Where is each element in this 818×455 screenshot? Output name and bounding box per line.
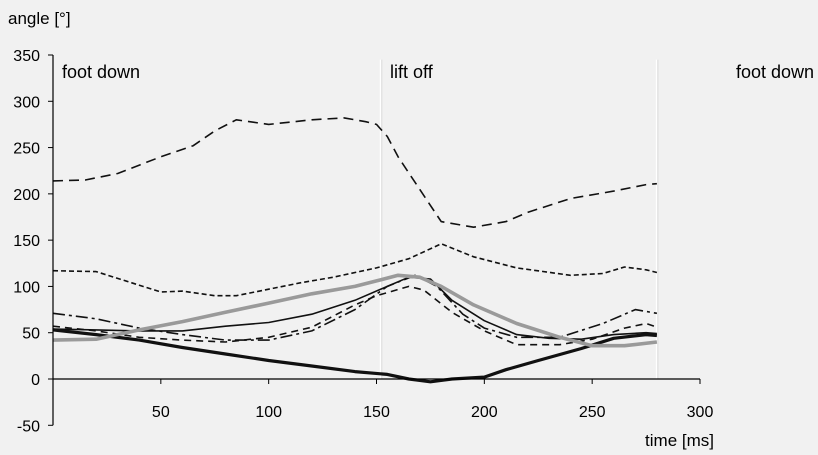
series-line-7 [52, 273, 658, 348]
x-tick-label: 250 [579, 404, 606, 421]
annotation-label: lift off [390, 62, 434, 82]
annotation-label: foot down [62, 62, 140, 82]
event-lines [379, 59, 659, 379]
y-tick-label: 200 [13, 187, 40, 204]
y-tick-label: 150 [13, 233, 40, 250]
y-axis-title: angle [°] [8, 9, 71, 28]
x-tick-label: 300 [687, 404, 714, 421]
annotation-label: foot down [736, 62, 814, 82]
series-line-4 [52, 274, 658, 341]
x-tick-label: 100 [255, 404, 282, 421]
y-tick-label: 0 [31, 372, 40, 389]
y-tick-label: 100 [13, 279, 40, 296]
x-tick-label: 200 [471, 404, 498, 421]
series-line-1 [52, 117, 657, 228]
axes: 350 300 250 200 150 100 50 0 -50 50 100 150 200 250 30… [13, 48, 713, 435]
y-tick-label: 350 [13, 48, 40, 65]
y-tick-label: 300 [13, 94, 40, 111]
series-line-2 [52, 243, 658, 297]
y-tick-label: 50 [22, 326, 40, 343]
x-tick-label: 50 [152, 404, 170, 421]
x-tick-label: 150 [363, 404, 390, 421]
y-tick-label: -50 [17, 418, 40, 435]
annotations: foot down lift off foot down [62, 62, 814, 82]
series-line-5 [52, 285, 658, 346]
series-group [52, 117, 658, 384]
y-tick-label: 250 [13, 141, 40, 158]
x-axis-title: time [ms] [645, 431, 714, 450]
